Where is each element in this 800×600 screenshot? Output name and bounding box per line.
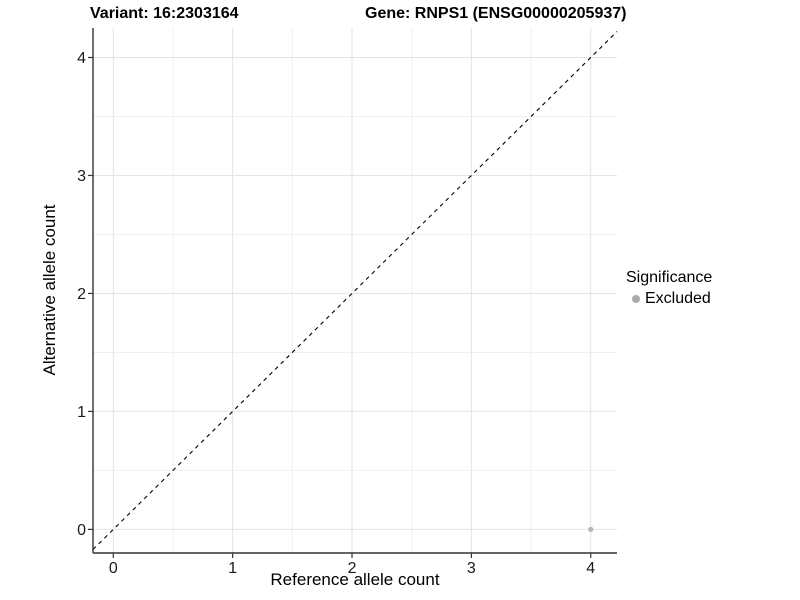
x-axis-title: Reference allele count: [270, 570, 440, 589]
data-point: [588, 526, 594, 533]
identity-reference-line: [92, 31, 618, 550]
legend: Significance Excluded: [626, 269, 712, 308]
legend-point-icon: [632, 295, 640, 303]
legend-item-label: Excluded: [645, 290, 711, 307]
legend-item-excluded: Excluded: [632, 290, 712, 308]
x-tick-label: 0: [109, 560, 118, 577]
x-tick-label: 3: [467, 560, 476, 577]
x-tick-label: 4: [586, 560, 595, 577]
y-tick-label: 1: [77, 404, 86, 421]
y-axis-title: Alternative allele count: [40, 204, 59, 376]
gene-title: Gene: RNPS1 (ENSG00000205937): [365, 5, 627, 22]
plot-title-row: Variant: 16:2303164 Gene: RNPS1 (ENSG000…: [0, 5, 800, 27]
y-tick-label: 4: [77, 50, 86, 67]
y-tick-label: 2: [77, 286, 86, 303]
x-tick-label: 2: [348, 560, 357, 577]
y-tick-label: 0: [77, 522, 86, 539]
variant-title: Variant: 16:2303164: [90, 5, 239, 22]
legend-title: Significance: [626, 269, 713, 286]
x-tick-label: 1: [228, 560, 237, 577]
y-tick-label: 3: [77, 168, 86, 185]
